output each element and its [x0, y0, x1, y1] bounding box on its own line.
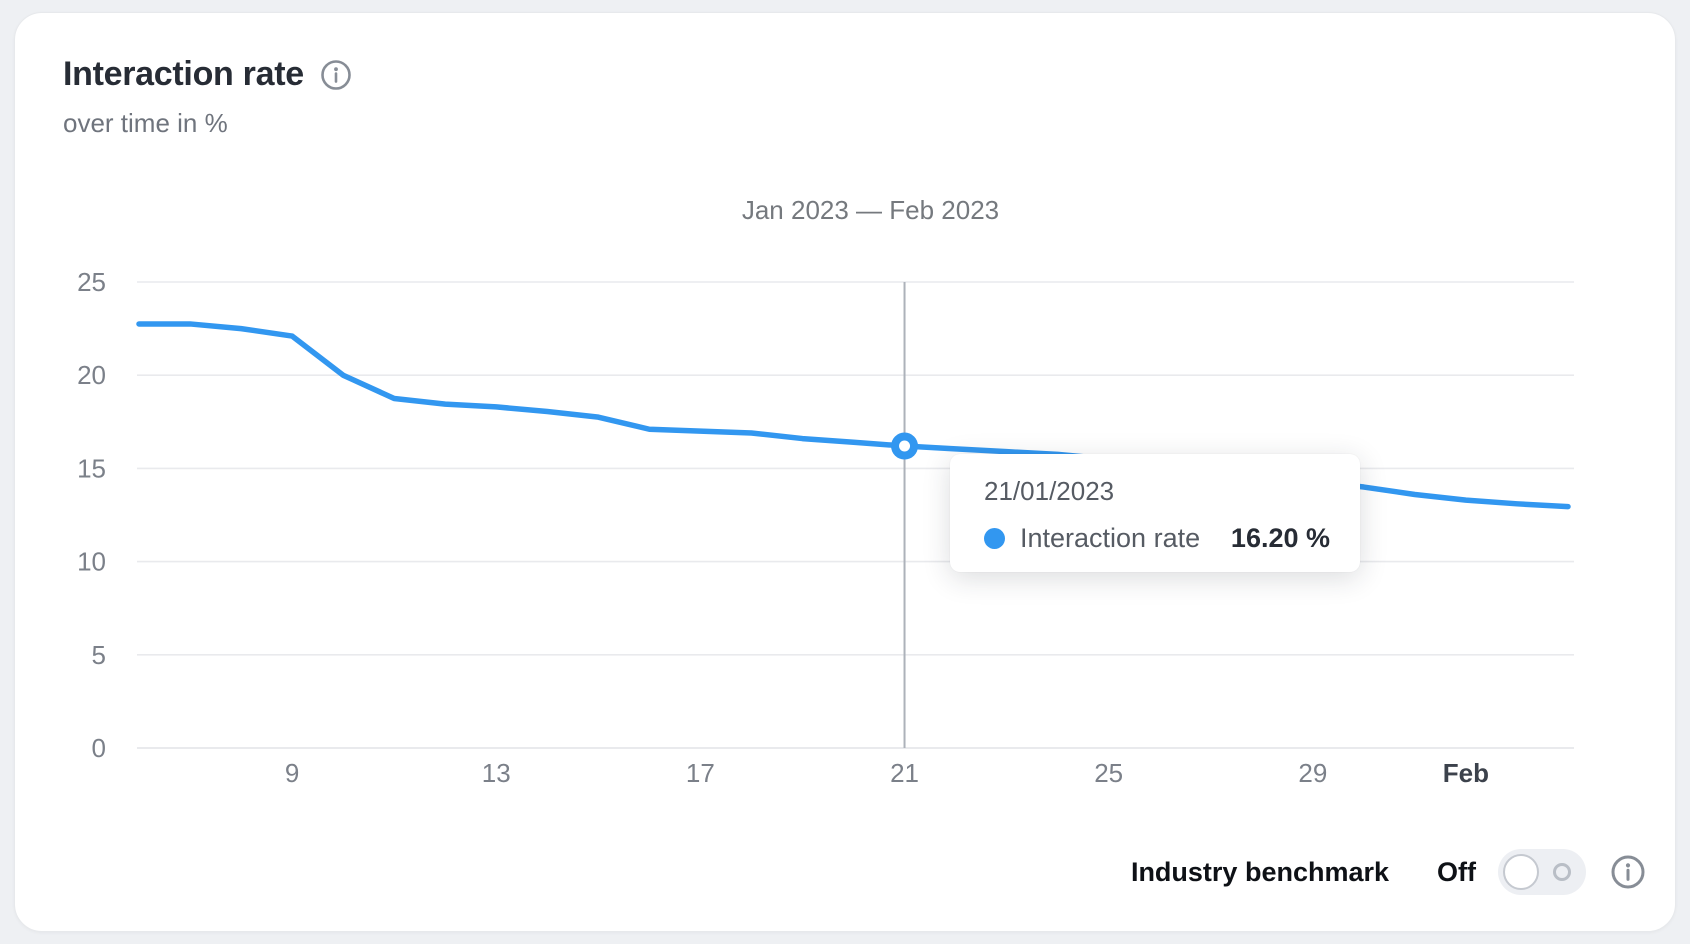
benchmark-state-label: Off — [1437, 856, 1476, 887]
date-range-heading: Jan 2023 — Feb 2023 — [741, 195, 1000, 225]
title-info-icon[interactable] — [320, 59, 352, 91]
y-tick-label: 25 — [77, 267, 106, 297]
y-tick-label: 5 — [92, 640, 106, 670]
chart-tooltip: 21/01/2023 Interaction rate 16.20 % — [950, 454, 1360, 572]
x-tick-label: 29 — [1298, 758, 1327, 788]
card-header: Interaction rate over time in % — [63, 55, 352, 139]
y-tick-label: 15 — [77, 453, 106, 483]
card-subtitle: over time in % — [63, 108, 228, 138]
benchmark-info-icon[interactable] — [1610, 854, 1646, 890]
toggle-off-ring-icon — [1553, 863, 1571, 881]
x-tick-label: 17 — [686, 758, 715, 788]
page-title: Interaction rate — [63, 55, 304, 93]
interaction-rate-card: Interaction rate over time in % Jan 2023… — [14, 12, 1676, 932]
tooltip-series-label: Interaction rate — [1020, 523, 1201, 553]
highlight-marker-center — [899, 440, 911, 452]
benchmark-label: Industry benchmark — [1130, 856, 1390, 887]
y-tick-label: 20 — [77, 360, 106, 390]
toggle-knob[interactable] — [1503, 854, 1539, 890]
x-tick-label: 13 — [482, 758, 511, 788]
x-tick-label: Feb — [1443, 758, 1489, 788]
tooltip-value: 16.20 % — [1230, 523, 1330, 553]
benchmark-toggle[interactable] — [1498, 849, 1586, 895]
x-tick-label: 9 — [285, 758, 299, 788]
tooltip-date: 21/01/2023 — [984, 476, 1115, 506]
benchmark-controls: Industry benchmark Off — [1131, 848, 1646, 896]
x-tick-label: 25 — [1094, 758, 1123, 788]
series-dot-icon — [984, 528, 1005, 549]
y-tick-label: 10 — [77, 547, 106, 577]
x-tick-label: 21 — [890, 758, 919, 788]
y-tick-label: 0 — [92, 733, 106, 763]
